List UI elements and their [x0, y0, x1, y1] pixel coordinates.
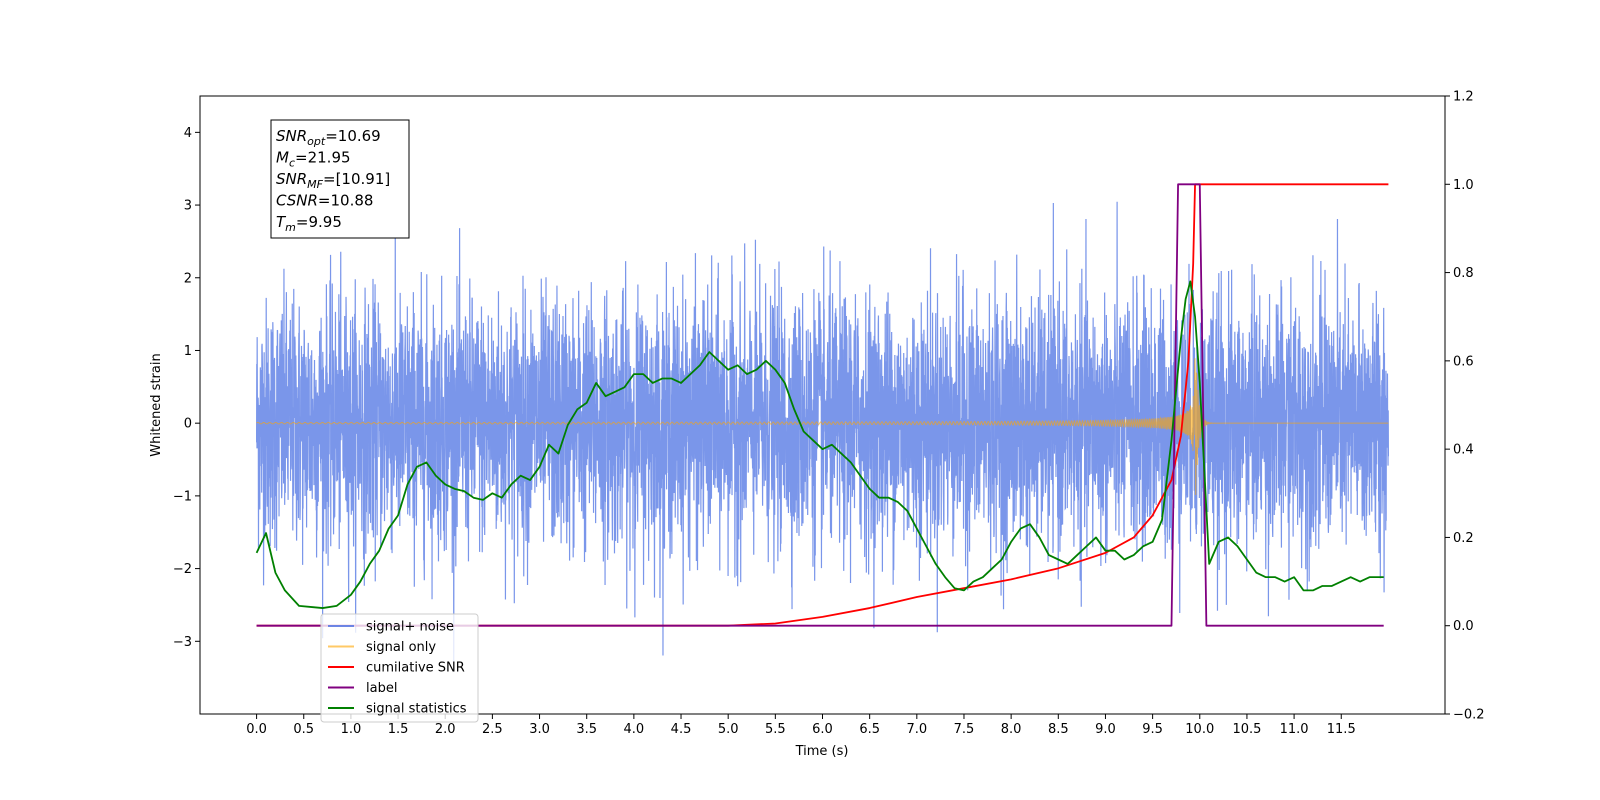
legend-label: signal statistics — [366, 702, 467, 717]
x-tick-label: 3.0 — [529, 722, 550, 737]
annotation-symbol: SNR — [276, 127, 307, 145]
x-tick-label: 6.5 — [859, 722, 880, 737]
legend-entries: signal+ noise signal only cumilative SNR la… — [328, 620, 467, 717]
x-tick-label: 5.5 — [765, 722, 786, 737]
annotation-line: CSNR=10.88 — [276, 192, 373, 210]
series-signal-only — [256, 358, 1389, 495]
x-tick-label: 11.5 — [1327, 722, 1356, 737]
y-tick-label: 3 — [184, 199, 192, 214]
x-tick-label: 8.5 — [1048, 722, 1069, 737]
annotation-frame — [270, 119, 410, 239]
x-tick-label: 4.0 — [624, 722, 645, 737]
y-axis-left: −3 −2 −1 0 1 2 3 4 — [173, 126, 200, 650]
y-tick-label: 4 — [184, 126, 192, 141]
y2-tick-label: 0.8 — [1453, 266, 1474, 281]
x-axis-label: Time (s) — [795, 744, 849, 759]
legend-label: label — [366, 681, 397, 696]
x-tick-label: 0.5 — [293, 722, 314, 737]
y2-tick-label: 1.0 — [1453, 178, 1474, 193]
x-tick-label: 7.5 — [954, 722, 975, 737]
annotation-symbol: T — [276, 213, 287, 231]
x-tick-label: 4.5 — [671, 722, 692, 737]
legend-label: signal only — [366, 640, 436, 655]
annotation-line: Mc=21.95 — [276, 149, 351, 170]
annotation-subscript: m — [285, 221, 296, 234]
y-axis-label: Whitened strain — [149, 353, 164, 456]
annotation-lines: SNRopt=10.69Mc=21.95SNRMF=[10.91]CSNR=10… — [276, 127, 390, 234]
x-tick-label: 7.0 — [906, 722, 927, 737]
annotation-value: =10.88 — [318, 192, 374, 210]
annotation-value: =10.69 — [325, 127, 381, 145]
x-axis: 0.0 0.5 1.0 1.5 2.0 2.5 3.0 3.5 4.0 4.5 5.0 5.5 6.0 6… — [246, 714, 1356, 737]
y2-tick-label: 0.0 — [1453, 619, 1474, 634]
x-tick-label: 6.0 — [812, 722, 833, 737]
legend-label: cumilative SNR — [366, 661, 465, 676]
series-label — [256, 183, 1384, 627]
x-tick-label: 11.0 — [1280, 722, 1309, 737]
annotation-line: SNRopt=10.69 — [276, 127, 381, 148]
x-tick-label: 10.0 — [1185, 722, 1214, 737]
annotation-value: =9.95 — [296, 213, 342, 231]
annotation-symbol: CSNR — [276, 192, 318, 210]
y-axis-right: −0.2 0.0 0.2 0.4 0.6 0.8 1.0 1.2 — [1445, 90, 1485, 723]
annotation-subscript: MF — [307, 178, 323, 191]
y-tick-label: −2 — [173, 562, 192, 577]
annotation-line: Tm=9.95 — [276, 213, 342, 234]
annotation-box: SNRopt=10.69Mc=21.95SNRMF=[10.91]CSNR=10… — [270, 119, 410, 239]
y-tick-label: 1 — [184, 344, 192, 359]
y-tick-label: −3 — [173, 635, 192, 650]
x-tick-label: 10.5 — [1232, 722, 1261, 737]
legend-frame — [320, 613, 479, 723]
annotation-symbol: M — [276, 149, 289, 167]
annotation-value: =[10.91] — [323, 170, 390, 188]
x-tick-label: 2.0 — [435, 722, 456, 737]
series-cumilative-snr — [256, 183, 1389, 627]
x-tick-label: 2.5 — [482, 722, 503, 737]
x-tick-label: 1.5 — [388, 722, 409, 737]
y2-tick-label: 0.6 — [1453, 354, 1474, 369]
annotation-symbol: SNR — [276, 170, 307, 188]
x-tick-label: 0.0 — [246, 722, 267, 737]
y2-tick-label: −0.2 — [1453, 708, 1485, 723]
series-layer — [255, 183, 1390, 672]
series-signal-statistics — [255, 280, 1384, 609]
legend-label: signal+ noise — [366, 620, 454, 635]
x-tick-label: 8.0 — [1001, 722, 1022, 737]
annotation-subscript: c — [289, 157, 295, 170]
y2-tick-label: 0.2 — [1453, 531, 1474, 546]
y-tick-label: −1 — [173, 489, 192, 504]
annotation-value: =21.95 — [295, 149, 351, 167]
x-tick-label: 1.0 — [341, 722, 362, 737]
x-tick-label: 5.0 — [718, 722, 739, 737]
y2-tick-label: 1.2 — [1453, 90, 1474, 105]
x-tick-label: 9.0 — [1095, 722, 1116, 737]
legend: signal+ noise signal only cumilative SNR la… — [320, 613, 479, 723]
y2-tick-label: 0.4 — [1453, 443, 1474, 458]
y-tick-label: 2 — [184, 271, 192, 286]
x-tick-label: 9.5 — [1142, 722, 1163, 737]
y-tick-label: 0 — [184, 417, 192, 432]
annotation-line: SNRMF=[10.91] — [276, 170, 390, 191]
x-tick-label: 3.5 — [576, 722, 597, 737]
annotation-subscript: opt — [307, 135, 326, 148]
